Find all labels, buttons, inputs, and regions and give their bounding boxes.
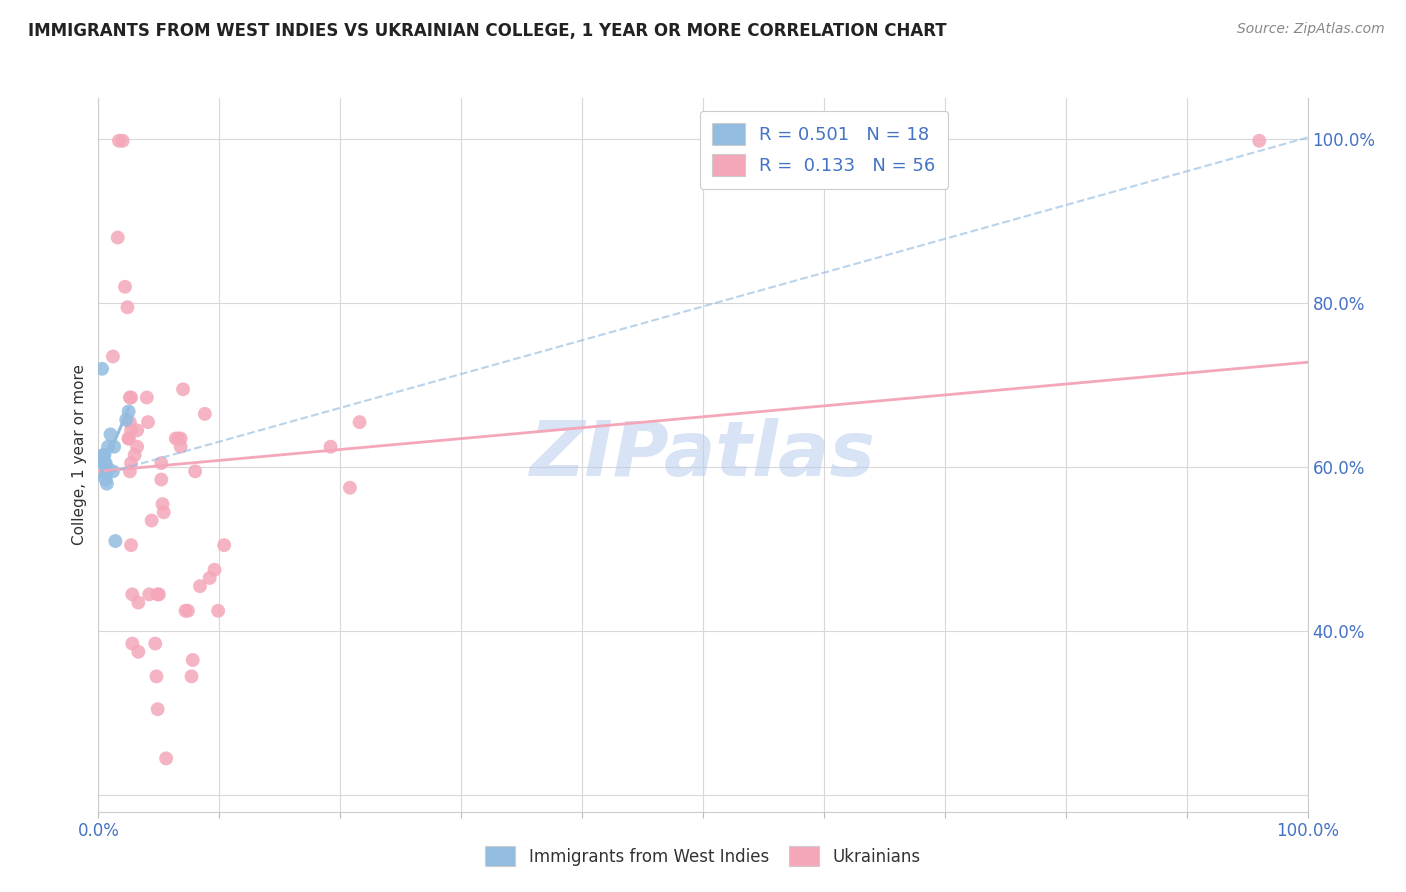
Point [150,456,173,470]
Point [127,440,149,454]
Point [180,669,202,683]
Point [155,751,177,765]
Point [198,571,221,585]
Point [165,432,187,446]
Point [136,415,159,429]
Point [118,464,141,478]
Point [152,497,174,511]
Point [120,391,142,405]
Point [124,448,146,462]
Point [117,300,139,314]
Point [146,702,169,716]
Point [169,432,191,446]
Point [96,476,118,491]
Point [96,464,118,478]
Point [101,464,124,478]
Point [172,382,194,396]
Point [146,587,169,601]
Point [184,464,207,478]
Text: ZIPatlas: ZIPatlas [530,418,876,491]
Point [100,427,122,442]
Point [349,415,371,429]
Point [143,636,166,650]
Point [114,279,136,293]
Point [107,230,129,244]
Point [108,134,131,148]
Point [152,505,174,519]
Point [339,481,361,495]
Point [204,563,226,577]
Point [121,636,143,650]
Point [93,448,115,462]
Point [118,415,141,429]
Point [93,456,115,470]
Point [118,432,141,446]
Point [188,579,211,593]
Point [135,391,157,405]
Point [115,412,138,426]
Point [174,604,197,618]
Point [127,423,149,437]
Point [103,440,125,454]
Point [118,404,141,418]
Point [127,596,149,610]
Point [177,604,200,618]
Point [145,669,167,683]
Point [91,361,114,376]
Point [94,456,117,470]
Point [111,134,134,148]
Point [181,653,204,667]
Point [121,587,143,601]
Point [127,645,149,659]
Legend: Immigrants from West Indies, Ukrainians: Immigrants from West Indies, Ukrainians [477,838,929,875]
Point [169,440,191,454]
Point [91,448,114,462]
Y-axis label: College, 1 year or more: College, 1 year or more [72,365,87,545]
Point [150,473,173,487]
Point [120,423,142,437]
Point [104,534,127,549]
Point [138,587,160,601]
Point [120,456,142,470]
Point [96,460,118,475]
Point [118,391,141,405]
Point [118,432,141,446]
Point [1249,134,1271,148]
Point [194,407,217,421]
Text: Source: ZipAtlas.com: Source: ZipAtlas.com [1237,22,1385,37]
Point [101,350,124,364]
Point [91,456,114,470]
Point [120,538,142,552]
Point [148,587,170,601]
Point [207,604,229,618]
Point [97,440,120,454]
Point [319,440,342,454]
Text: IMMIGRANTS FROM WEST INDIES VS UKRAINIAN COLLEGE, 1 YEAR OR MORE CORRELATION CHA: IMMIGRANTS FROM WEST INDIES VS UKRAINIAN… [28,22,946,40]
Point [167,432,190,446]
Point [141,514,163,528]
Point [94,473,117,487]
Point [212,538,235,552]
Point [94,464,117,478]
